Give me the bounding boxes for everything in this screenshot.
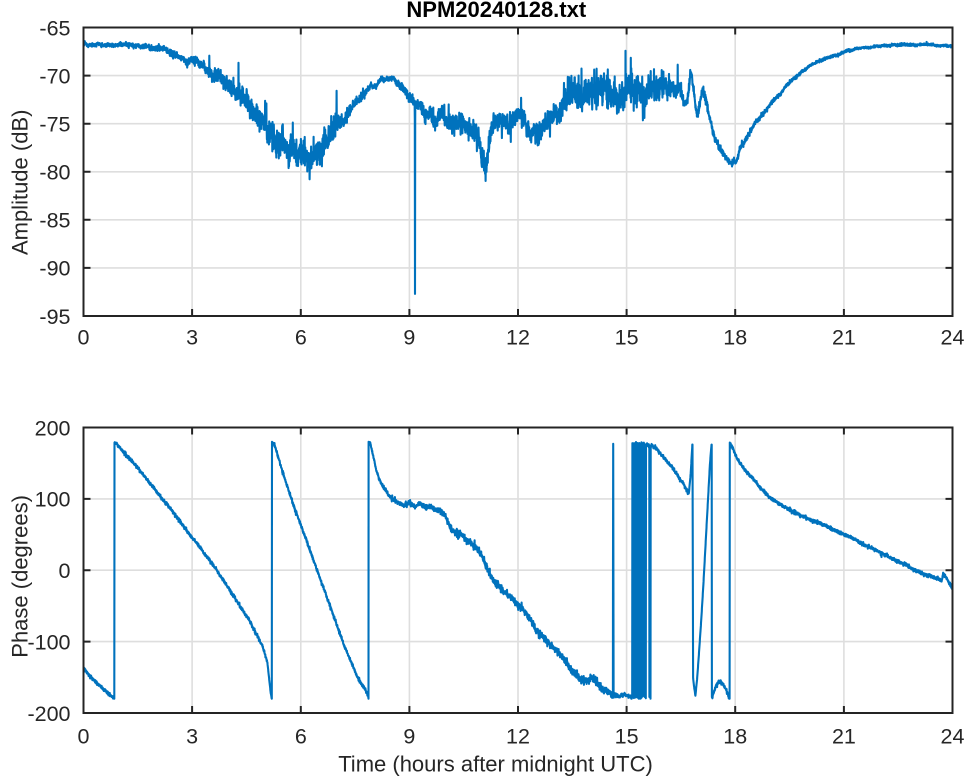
svg-text:-85: -85	[39, 209, 70, 233]
svg-text:-100: -100	[27, 630, 70, 654]
svg-text:12: 12	[506, 725, 530, 749]
svg-text:-95: -95	[39, 305, 70, 329]
svg-text:21: 21	[832, 725, 856, 749]
svg-text:0: 0	[59, 559, 71, 583]
svg-text:15: 15	[615, 725, 639, 749]
svg-text:-70: -70	[39, 64, 70, 88]
svg-text:0: 0	[78, 725, 90, 749]
svg-text:200: 200	[35, 416, 71, 440]
svg-text:18: 18	[723, 326, 747, 350]
svg-text:0: 0	[78, 326, 90, 350]
svg-text:-75: -75	[39, 113, 70, 137]
svg-text:Amplitude (dB): Amplitude (dB)	[8, 110, 33, 256]
svg-text:9: 9	[403, 725, 415, 749]
svg-text:18: 18	[723, 725, 747, 749]
svg-text:6: 6	[295, 725, 307, 749]
svg-text:24: 24	[941, 326, 964, 350]
svg-text:Time (hours after midnight UTC: Time (hours after midnight UTC)	[338, 752, 653, 777]
svg-text:-200: -200	[27, 702, 70, 726]
svg-text:3: 3	[186, 326, 198, 350]
svg-text:-65: -65	[39, 16, 70, 40]
svg-text:100: 100	[35, 488, 71, 512]
svg-text:-90: -90	[39, 257, 70, 281]
svg-text:3: 3	[186, 725, 198, 749]
svg-text:Phase (degrees): Phase (degrees)	[8, 495, 33, 658]
svg-text:6: 6	[295, 326, 307, 350]
svg-text:9: 9	[403, 326, 415, 350]
svg-text:21: 21	[832, 326, 856, 350]
svg-text:15: 15	[615, 326, 639, 350]
svg-text:12: 12	[506, 326, 530, 350]
svg-text:24: 24	[941, 725, 964, 749]
svg-text:-80: -80	[39, 161, 70, 185]
svg-text:NPM20240128.txt: NPM20240128.txt	[406, 0, 586, 22]
